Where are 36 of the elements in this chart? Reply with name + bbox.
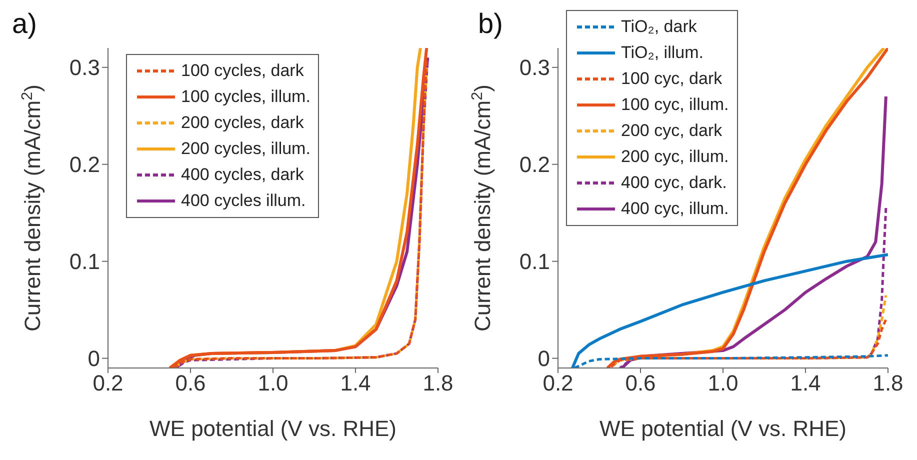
x-tick-label: 0.2 <box>92 370 124 396</box>
legend-label: 400 cyc, illum. <box>621 198 729 220</box>
x-tick-label: 0.2 <box>542 370 574 396</box>
x-tick-label: 1.4 <box>790 370 821 396</box>
legend-label: 400 cyc, dark. <box>621 172 727 194</box>
legend-label: 200 cycles, illum. <box>181 138 310 160</box>
y-tick-label: 0.2 <box>519 152 550 178</box>
x-tick-label: 1.0 <box>708 370 738 396</box>
x-axis-title: WE potential (V vs. RHE) <box>600 416 846 441</box>
y-tick-label: 0.1 <box>69 249 100 274</box>
legend-label: TiO₂, dark <box>621 16 697 38</box>
legend-label: 400 cycles, dark <box>181 164 304 186</box>
y-tick-label: 0 <box>538 346 550 372</box>
legend-label: 400 cycles illum. <box>181 190 306 212</box>
chart-title: a) <box>12 8 37 40</box>
x-tick-label: 0.6 <box>175 370 206 396</box>
x-tick-label: 1.8 <box>872 370 904 396</box>
legend-label: TiO₂, illum. <box>621 42 704 64</box>
y-tick-label: 0.3 <box>519 55 550 80</box>
legend-label: 200 cyc, dark <box>621 120 722 142</box>
x-tick-label: 1.4 <box>340 370 371 396</box>
legend-label: 100 cyc, dark <box>621 68 722 90</box>
legend-label: 100 cycles, dark <box>181 60 304 82</box>
y-tick-label: 0.1 <box>519 249 550 274</box>
legend-label: 200 cyc, illum. <box>621 146 729 168</box>
y-tick-label: 0.2 <box>69 152 100 178</box>
x-tick-label: 0.6 <box>625 370 656 396</box>
legend-label: 100 cycles, illum. <box>181 86 310 108</box>
x-axis-title: WE potential (V vs. RHE) <box>150 416 396 441</box>
x-tick-label: 1.8 <box>422 370 454 396</box>
legend-label: 200 cycles, dark <box>181 112 304 134</box>
x-tick-label: 1.0 <box>258 370 288 396</box>
y-tick-label: 0 <box>88 346 100 372</box>
legend-label: 100 cyc, illum. <box>621 94 729 116</box>
y-tick-label: 0.3 <box>69 55 100 80</box>
chart-title: b) <box>478 8 503 40</box>
